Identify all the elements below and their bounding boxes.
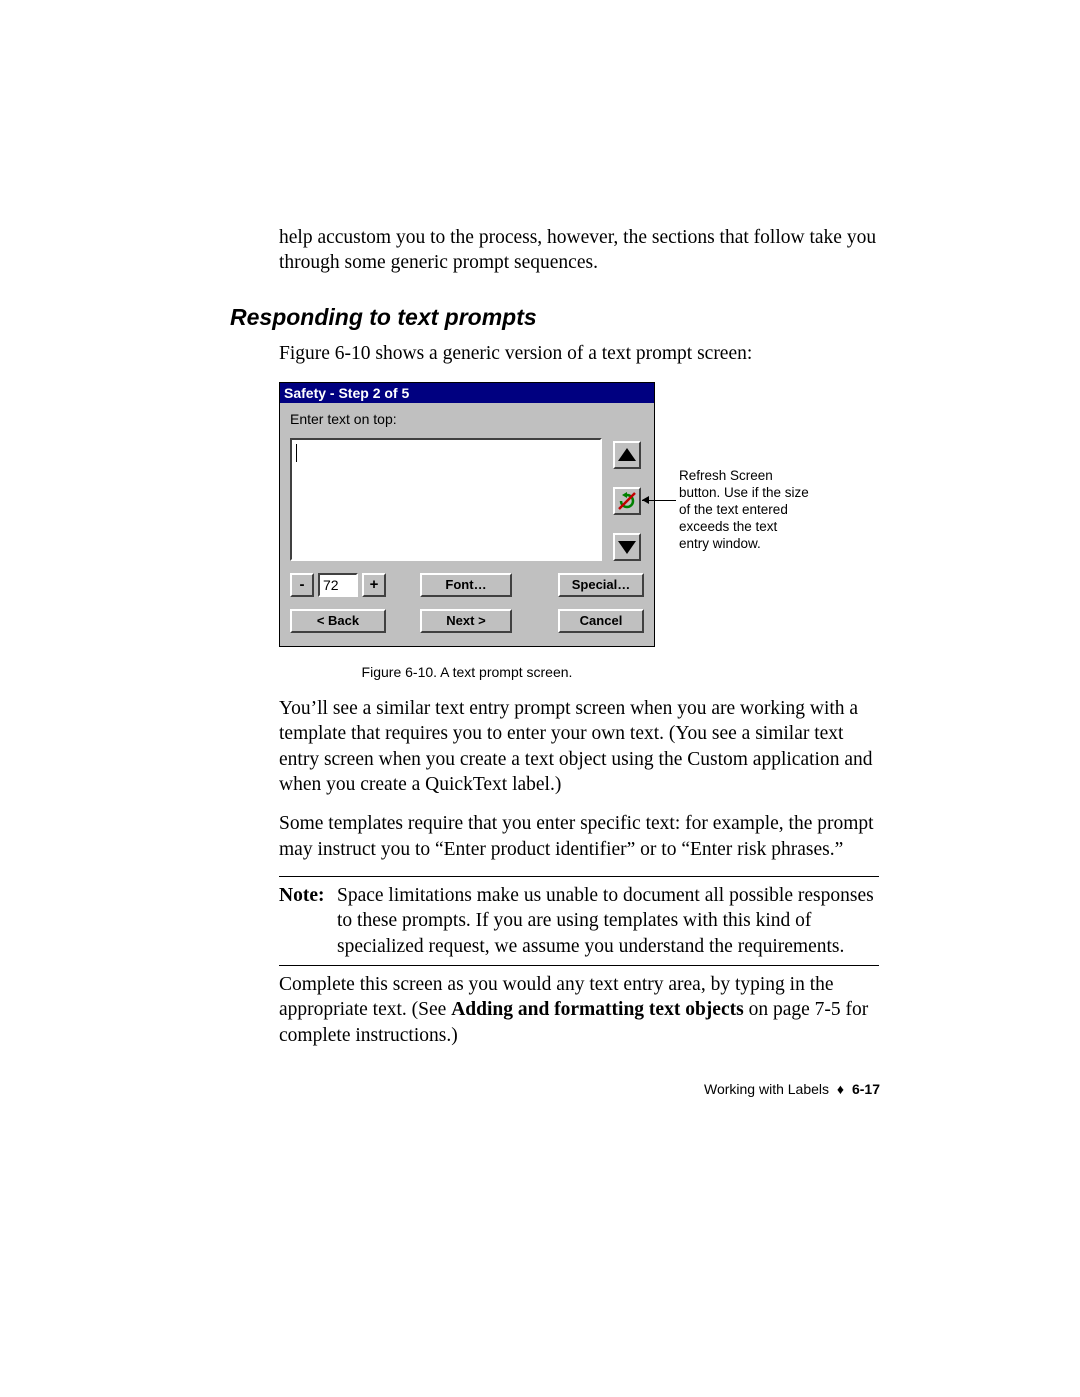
body-paragraph-1: You’ll see a similar text entry prompt s… [279,696,879,797]
cancel-button[interactable]: Cancel [558,609,644,633]
manual-page: help accustom you to the process, howeve… [0,0,1080,1397]
prompt-label: Enter text on top: [290,411,397,427]
scroll-down-button[interactable] [613,533,641,561]
text-caret [296,444,297,462]
font-size-increase-button[interactable]: + [362,573,386,597]
page-footer: Working with Labels ♦ 6-17 [704,1081,880,1097]
next-button[interactable]: Next > [420,609,512,633]
refresh-icon [615,489,639,513]
refresh-screen-button[interactable] [613,487,641,515]
text-prompt-dialog: Safety - Step 2 of 5 Enter text on top: [279,382,655,647]
scroll-up-button[interactable] [613,441,641,469]
note-body: Space limitations make us unable to docu… [337,883,879,959]
footer-page-number: 6-17 [852,1081,880,1097]
figure-caption: Figure 6-10. A text prompt screen. [279,664,655,680]
body-paragraph-3: Complete this screen as you would any te… [279,972,879,1048]
special-button[interactable]: Special… [558,573,644,597]
callout-leader-line [642,500,676,501]
footer-diamond-icon: ♦ [837,1081,844,1097]
triangle-up-icon [615,443,639,467]
note-block: Note: Space limitations make us unable t… [279,883,879,959]
section-heading: Responding to text prompts [230,304,1080,331]
font-size-decrease-button[interactable]: - [290,573,314,597]
note-rule-bottom [279,965,879,966]
footer-section-label: Working with Labels [704,1081,829,1097]
figure-intro: Figure 6-10 shows a generic version of a… [279,341,879,366]
dialog-titlebar: Safety - Step 2 of 5 [280,383,654,403]
note-label: Note: [279,883,337,959]
font-size-field[interactable]: 72 [318,573,358,597]
body-paragraph-2: Some templates require that you enter sp… [279,811,879,862]
plus-label: + [364,575,384,595]
font-button[interactable]: Font… [420,573,512,597]
back-button[interactable]: < Back [290,609,386,633]
minus-label: - [292,575,312,595]
intro-paragraph: help accustom you to the process, howeve… [279,225,879,276]
text-entry-area[interactable] [290,438,602,561]
callout-text: Refresh Screen button. Use if the size o… [679,468,809,552]
figure-wrapper: Safety - Step 2 of 5 Enter text on top: [279,382,899,650]
para3-bold-ref: Adding and formatting text objects [451,999,744,1020]
triangle-down-icon [615,535,639,559]
note-rule-top [279,876,879,877]
